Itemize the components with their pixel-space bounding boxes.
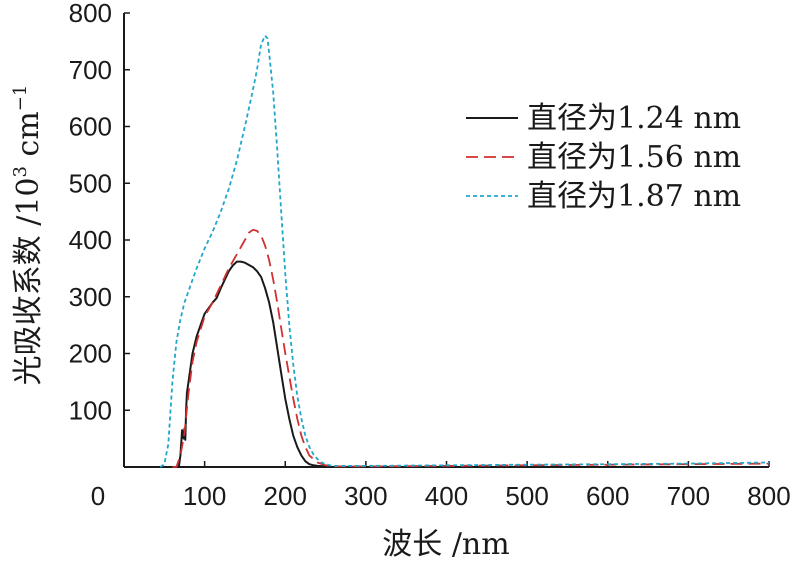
y-axis-title-main: 光吸收系数 /10 [11, 177, 46, 385]
y-tick-label: 300 [69, 282, 112, 312]
y-axis-title-sup2: −1 [10, 85, 31, 112]
y-tick-label: 100 [69, 395, 112, 425]
y-axis-title-sup1: 3 [10, 166, 31, 177]
legend-label-2: 直径为1.56 nm [527, 140, 741, 175]
y-tick-label: 500 [69, 168, 112, 198]
x-tick-label: 600 [586, 481, 629, 511]
y-tick-label: 700 [69, 55, 112, 85]
axes [123, 13, 769, 468]
y-tick-label: 200 [69, 339, 112, 369]
x-tick-label: 500 [505, 481, 548, 511]
x-tick-label: 200 [264, 481, 307, 511]
x-tick-label: 300 [344, 481, 387, 511]
y-tick-label: 600 [69, 112, 112, 142]
x-tick-label: 700 [667, 481, 710, 511]
legend-label-1: 直径为1.24 nm [527, 101, 741, 136]
series-layer [159, 34, 770, 468]
x-tick-label: 400 [425, 481, 468, 511]
series-line-1 [174, 260, 769, 468]
series-line-2 [172, 228, 770, 468]
y-tick-label: 400 [69, 225, 112, 255]
legend: 直径为1.24 nm 直径为1.56 nm 直径为1.87 nm [466, 101, 741, 214]
y-tick-label: 800 [69, 0, 112, 28]
series-line-3 [159, 34, 770, 468]
x-tick-label: 800 [747, 481, 790, 511]
x-tick-label: 100 [183, 481, 226, 511]
x-tick-label: 0 [91, 481, 105, 511]
x-axis-title: 波长 /nm [382, 527, 509, 562]
y-axis-title: 光吸收系数 /103 cm−1 [10, 85, 46, 386]
legend-label-3: 直径为1.87 nm [527, 179, 741, 214]
y-axis-title-unit: cm [11, 111, 46, 166]
ticks: 0 100 200 300 400 500 600 700 800 100 200 300 400 500… [69, 0, 791, 511]
